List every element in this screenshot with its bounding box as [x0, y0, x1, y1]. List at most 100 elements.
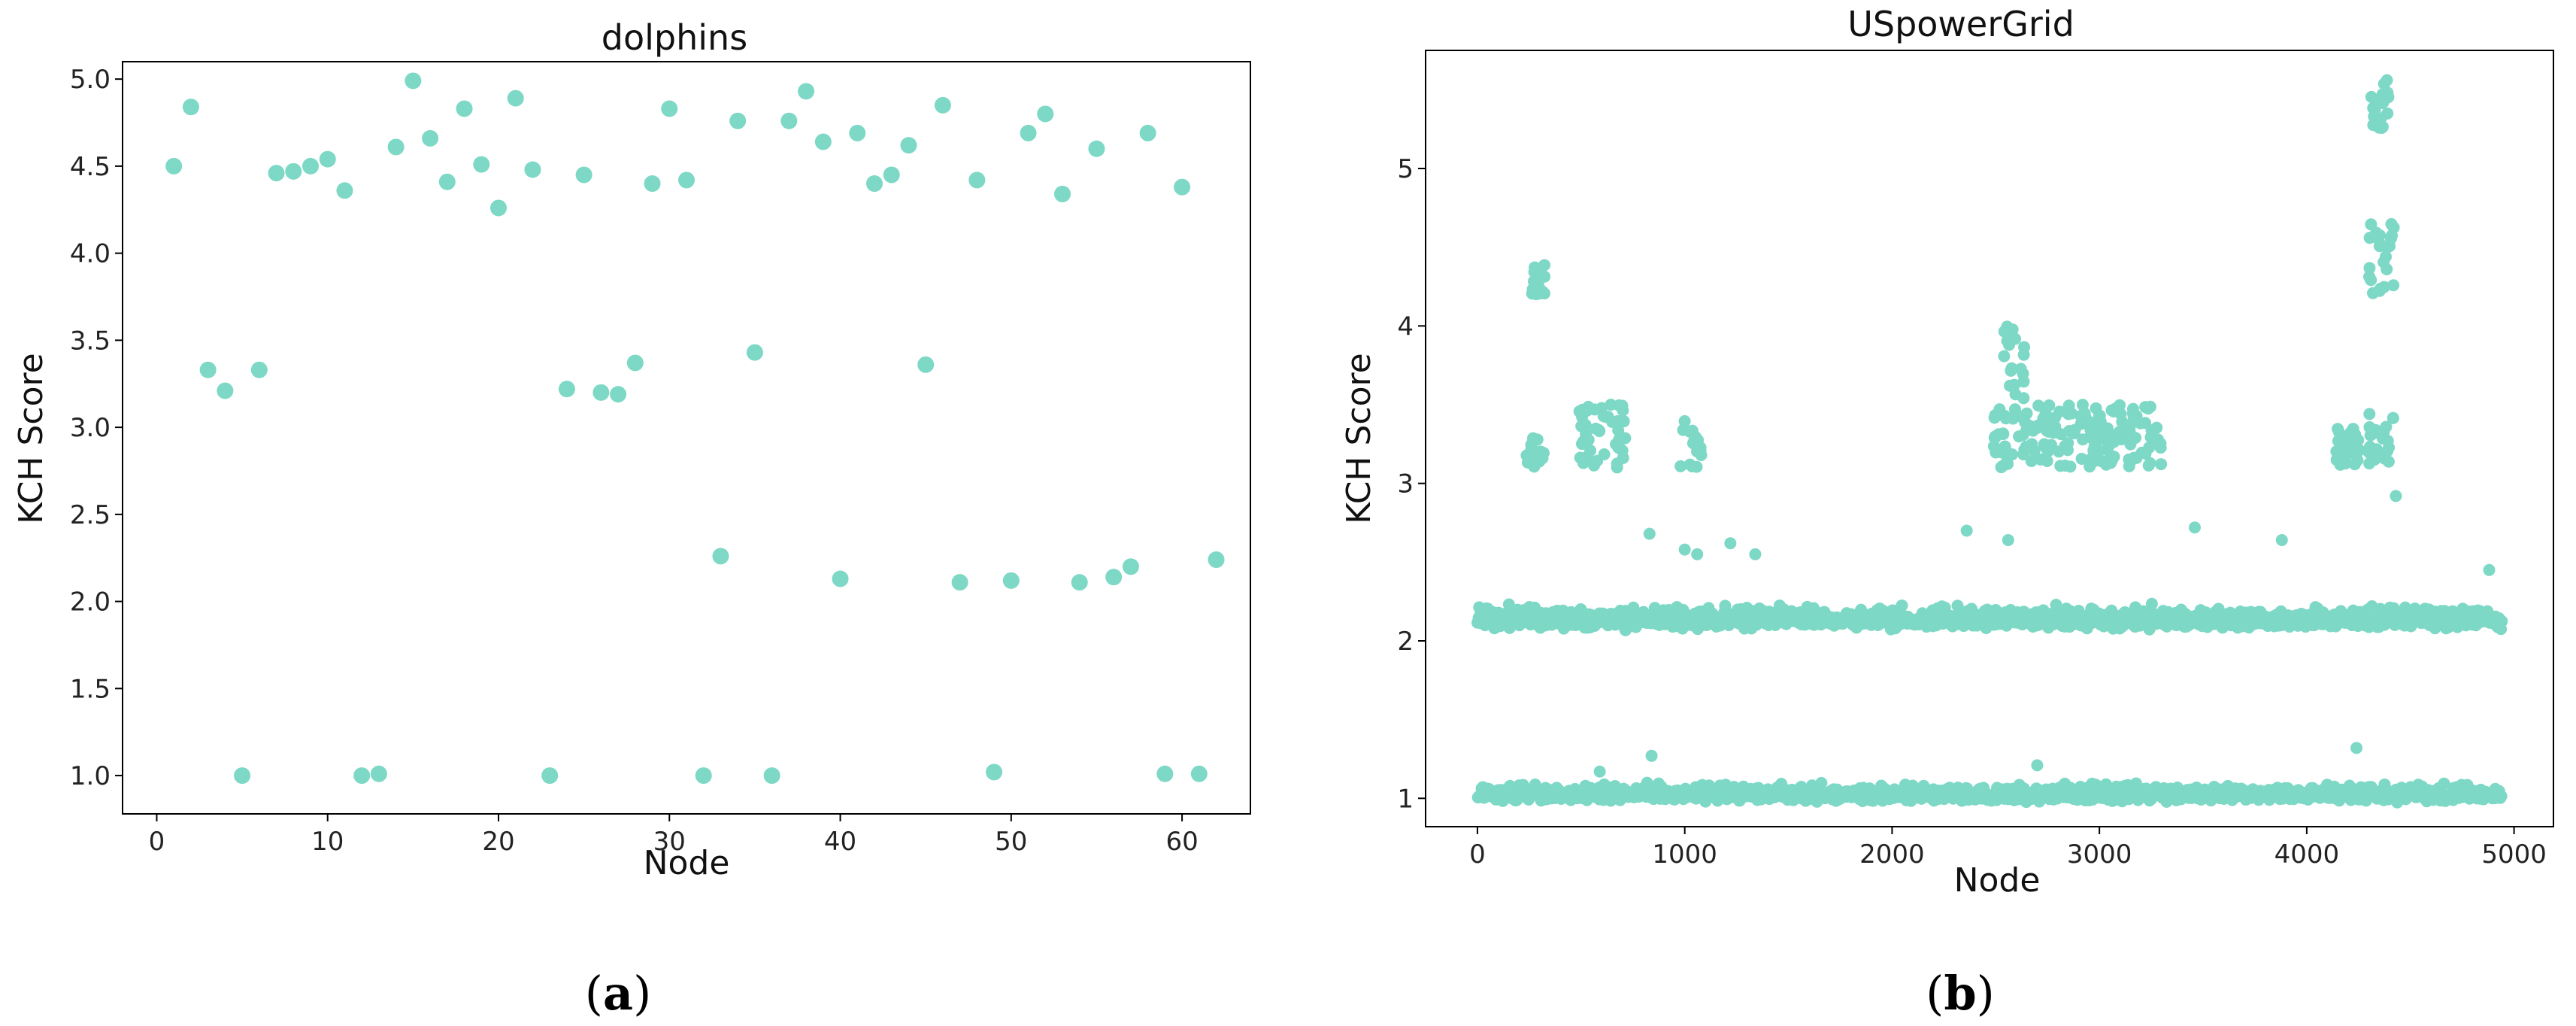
data-point — [1591, 454, 1604, 467]
data-point — [1815, 776, 1828, 789]
data-point — [1609, 416, 1622, 429]
chart-uspowergrid: USpowerGrid 0 1000 2000 3000 4000 5000 12345 … — [1340, 4, 2554, 1021]
data-point — [2374, 96, 2387, 108]
x-tick-label: 5000 — [2481, 839, 2547, 870]
data-point — [986, 763, 1003, 781]
data-point — [1535, 269, 1547, 282]
y-tick-label: 1.0 — [70, 761, 111, 791]
x-ticks-uspowergrid: 0 1000 2000 3000 4000 5000 — [1469, 827, 2547, 870]
data-point — [250, 361, 268, 378]
data-point — [2350, 742, 2363, 754]
data-point — [2031, 759, 2044, 772]
data-point — [1071, 574, 1088, 591]
data-point — [1122, 558, 1139, 575]
data-point — [2093, 445, 2106, 457]
x-axis-label-dolphins: Node — [644, 844, 730, 882]
data-point — [951, 574, 968, 591]
data-point — [1896, 599, 1908, 612]
chart-dolphins: dolphins 0 10 20 30 40 50 60 1.0 1.5 2.0 2.5 3.0 3.… — [12, 17, 1251, 1021]
data-point — [2017, 448, 2030, 461]
data-point — [182, 99, 199, 116]
data-point — [2038, 438, 2050, 451]
data-point — [2005, 362, 2018, 375]
data-point — [2353, 444, 2366, 457]
data-point — [1190, 765, 1208, 782]
data-point — [592, 384, 610, 401]
data-point — [763, 767, 780, 785]
data-point — [729, 112, 747, 129]
data-point — [2117, 433, 2129, 445]
data-point — [370, 765, 387, 782]
data-point — [2483, 563, 2496, 576]
y-tick-label: 4 — [1397, 311, 1414, 341]
data-point — [438, 173, 456, 190]
y-tick-label: 3.0 — [70, 413, 111, 443]
data-point — [2390, 490, 2402, 502]
data-point — [2104, 427, 2117, 440]
data-point — [199, 361, 217, 378]
data-point — [2381, 263, 2393, 275]
x-tick-label: 40 — [824, 827, 856, 857]
data-point — [1105, 569, 1123, 586]
x-tick-label: 1000 — [1652, 839, 1717, 870]
data-point — [1577, 457, 1590, 469]
data-point — [1724, 537, 1737, 550]
data-point — [2145, 597, 2158, 610]
x-axis-label-uspowergrid: Node — [1954, 861, 2041, 900]
data-point — [558, 381, 575, 398]
data-point — [780, 112, 798, 129]
data-point — [319, 150, 336, 168]
data-point — [2004, 379, 2017, 392]
x-tick-label: 2000 — [1859, 839, 1925, 870]
data-point — [1020, 124, 1037, 141]
data-point — [644, 175, 661, 193]
data-point — [2367, 287, 2380, 299]
x-tick-label: 10 — [311, 827, 344, 857]
data-point — [1674, 460, 1687, 472]
data-point — [2332, 423, 2344, 436]
data-point — [2384, 240, 2396, 253]
data-point — [217, 382, 234, 399]
data-point — [2054, 460, 2067, 472]
data-point — [2105, 454, 2118, 467]
data-point — [1960, 524, 1973, 537]
data-point — [746, 344, 763, 361]
data-point — [2018, 341, 2031, 354]
y-tick-label: 2.5 — [70, 500, 111, 530]
data-point — [473, 156, 490, 173]
data-point — [2154, 442, 2167, 454]
y-tick-label: 3.5 — [70, 326, 111, 356]
data-point — [2019, 416, 2032, 429]
data-point — [1990, 445, 2003, 457]
y-axis-label-dolphins: KCH Score — [12, 353, 50, 524]
x-tick-label: 0 — [1469, 839, 1486, 870]
data-point — [456, 100, 473, 117]
caption-a: (a) — [585, 966, 652, 1021]
data-point — [832, 570, 849, 587]
data-point — [2374, 238, 2387, 250]
data-point — [2077, 433, 2090, 446]
y-ticks-uspowergrid: 1 2 3 4 5 — [1397, 154, 1426, 814]
y-axis-label-uspowergrid: KCH Score — [1340, 353, 1378, 524]
data-point — [1156, 765, 1174, 782]
data-point — [2381, 107, 2394, 120]
data-point — [1694, 444, 1707, 457]
x-tick-label: 60 — [1165, 827, 1198, 857]
data-point — [2025, 455, 2038, 468]
data-point — [2013, 430, 2026, 443]
data-point — [1537, 286, 1550, 299]
x-tick-label: 4000 — [2274, 839, 2340, 870]
data-point — [2128, 451, 2141, 464]
data-point — [1526, 432, 1539, 445]
data-point — [405, 72, 422, 90]
data-point — [2330, 454, 2343, 466]
data-point — [2042, 425, 2055, 438]
data-point — [2095, 455, 2108, 468]
data-point — [2363, 262, 2376, 275]
data-point — [1088, 140, 1105, 157]
data-point — [2362, 446, 2375, 459]
data-point — [1139, 124, 1156, 141]
data-point — [1002, 572, 1020, 589]
data-point — [1525, 445, 1538, 457]
data-point — [2002, 457, 2014, 470]
